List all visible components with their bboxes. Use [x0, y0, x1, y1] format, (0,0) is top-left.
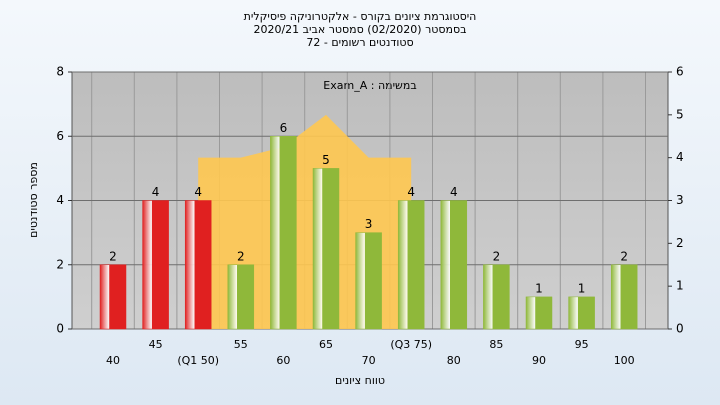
data-label: 2 [493, 249, 501, 263]
x-tick-label: 65 [319, 338, 333, 351]
y2-tick-label: 2 [676, 236, 684, 250]
x-tick-label: 70 [362, 354, 376, 367]
x-tick-label: (Q1 50) [177, 354, 219, 367]
bar [227, 264, 255, 330]
x-tick-label: 40 [106, 354, 120, 367]
x-tick-label: 55 [234, 338, 248, 351]
y-tick-label: 0 [56, 322, 64, 336]
bar [568, 296, 595, 330]
x-tick-label: 80 [447, 354, 461, 367]
data-label: 4 [407, 185, 415, 199]
chart-title: היסטוגרמת ציונים בקורס - אלקטרוניקה פיסי… [244, 10, 477, 23]
data-label: 1 [578, 281, 586, 295]
bar [440, 200, 468, 330]
x-tick-label: 45 [149, 338, 163, 351]
y2-tick-label: 4 [676, 150, 684, 164]
y2-tick-label: 6 [676, 65, 684, 79]
data-label: 5 [322, 153, 330, 167]
x-tick-label: (Q3 75) [390, 338, 432, 351]
bar [483, 264, 510, 330]
bar [184, 200, 212, 330]
bar [99, 264, 127, 330]
data-label: 2 [109, 249, 117, 263]
y2-tick-label: 5 [676, 107, 684, 121]
data-label: 3 [365, 217, 373, 231]
chart-subtitle: בסמסטר (02/2020) סמסטר אביב 2020/21 [253, 23, 466, 36]
y-axis-label: מספר סטודנטים [27, 162, 40, 238]
data-label: 2 [237, 249, 245, 263]
data-label: 4 [450, 185, 458, 199]
y-tick-label: 6 [56, 129, 64, 143]
y-tick-label: 2 [56, 257, 64, 271]
y-tick-label: 8 [56, 65, 64, 79]
x-tick-label: 90 [532, 354, 546, 367]
data-label: 2 [620, 249, 628, 263]
x-tick-label: 95 [575, 338, 589, 351]
chart-subtitle: סטודנטים רשומים - 72 [306, 36, 413, 49]
x-axis-label: טווח ציונים [335, 374, 385, 387]
bar [610, 264, 638, 330]
bar [397, 200, 425, 330]
data-label: 1 [535, 281, 543, 295]
x-tick-label: 100 [614, 354, 635, 367]
y2-tick-label: 1 [676, 279, 684, 293]
bar [142, 200, 169, 330]
x-tick-label: 85 [489, 338, 503, 351]
x-tick-label: 60 [276, 354, 290, 367]
bar [270, 136, 297, 330]
data-label: 4 [194, 185, 202, 199]
bar [312, 168, 340, 330]
annotation: Exam_A : במשימה [323, 79, 416, 92]
y2-tick-label: 0 [676, 322, 684, 336]
bar [355, 232, 382, 330]
bar [525, 296, 553, 330]
data-label: 4 [152, 185, 160, 199]
y2-tick-label: 3 [676, 193, 684, 207]
data-label: 6 [280, 121, 288, 135]
y-tick-label: 4 [56, 193, 64, 207]
